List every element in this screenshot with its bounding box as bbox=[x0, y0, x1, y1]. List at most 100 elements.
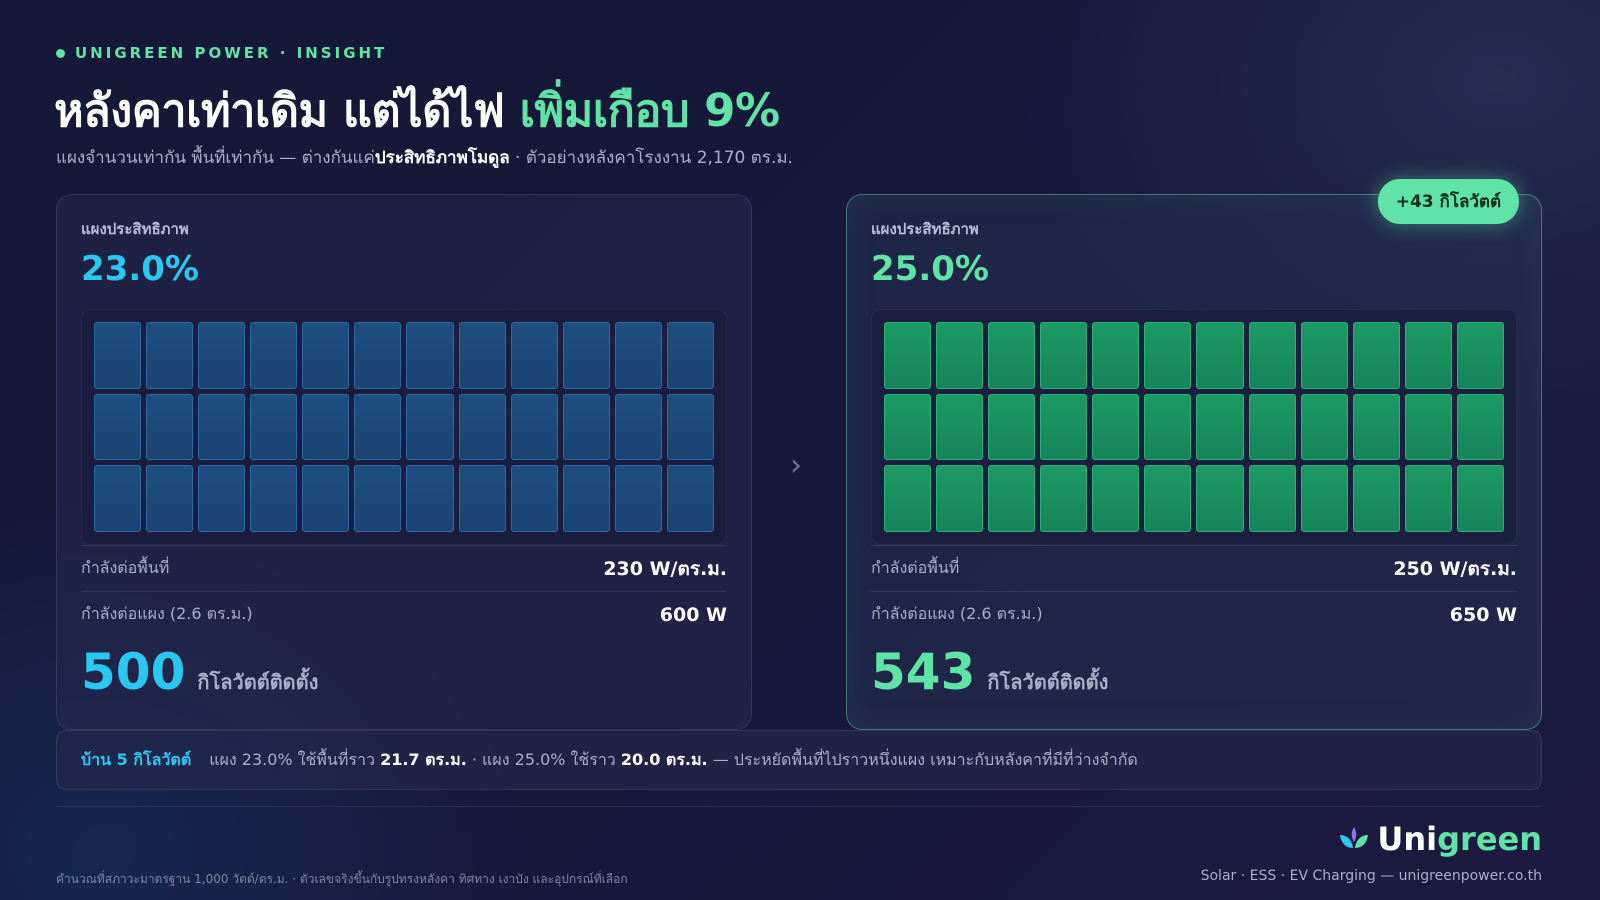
solar-panel-cell bbox=[1300, 465, 1348, 532]
divider bbox=[56, 806, 1542, 807]
solar-panel-cell bbox=[562, 393, 610, 461]
leaf-logo-icon bbox=[1340, 827, 1369, 848]
solar-panel-cell bbox=[1352, 322, 1400, 389]
solar-panel-grid bbox=[871, 309, 1517, 545]
note-part: — ประหยัดพื้นที่ไปราวหนึ่งแผง เหมาะกับหล… bbox=[707, 749, 1138, 769]
solar-panel-cell bbox=[1404, 393, 1452, 461]
solar-panel-cell bbox=[146, 322, 194, 389]
solar-panel-cell bbox=[1144, 322, 1192, 389]
solar-panel-cell bbox=[302, 465, 350, 532]
gain-badge: +43 กิโลวัตต์ bbox=[1377, 179, 1519, 224]
solar-panel-cell bbox=[94, 322, 142, 389]
solar-panel-cell bbox=[458, 465, 506, 532]
solar-panel-cell bbox=[884, 322, 932, 389]
solar-panel-cell bbox=[1040, 393, 1088, 461]
stat-key: กำลังต่อพื้นที่ bbox=[81, 558, 170, 577]
brand-name: Unigreen bbox=[1377, 820, 1542, 858]
total-unit: กิโลวัตต์ติดตั้ง bbox=[197, 670, 319, 694]
stat-row-power-per-area: กำลังต่อพื้นที่ 250 W/ตร.ม. bbox=[871, 545, 1517, 591]
stat-value: 230 W/ตร.ม. bbox=[603, 557, 727, 580]
solar-panel-cell bbox=[1248, 322, 1296, 389]
solar-panel-cell bbox=[146, 465, 194, 532]
card-label: แผงประสิทธิภาพ bbox=[871, 220, 979, 238]
card-efficiency-25: +43 กิโลวัตต์ แผงประสิทธิภาพ 25.0% กำลัง… bbox=[846, 179, 1542, 730]
solar-panel-cell bbox=[988, 465, 1036, 532]
stat-row-power-per-area: กำลังต่อพื้นที่ 230 W/ตร.ม. bbox=[81, 545, 727, 591]
solar-panel-cell bbox=[666, 322, 714, 389]
solar-panel-cell bbox=[884, 465, 932, 532]
solar-panel-cell bbox=[988, 322, 1036, 389]
solar-panel-cell bbox=[250, 322, 298, 389]
solar-panel-cell bbox=[1456, 322, 1504, 389]
stat-key: กำลังต่อพื้นที่ bbox=[871, 558, 960, 577]
note-text: แผง 23.0% ใช้พื้นที่ราว 21.7 ตร.ม. · แผง… bbox=[209, 748, 1138, 773]
solar-panel-cell bbox=[614, 322, 662, 389]
total-number: 543 bbox=[871, 643, 976, 701]
brand-logo: Unigreen bbox=[1337, 820, 1542, 858]
solar-panel-cell bbox=[1352, 465, 1400, 532]
solar-panel-cell bbox=[666, 465, 714, 532]
solar-panel-cell bbox=[614, 393, 662, 461]
card-efficiency-value: 25.0% bbox=[871, 249, 989, 289]
total-capacity: 500 กิโลวัตต์ติดตั้ง bbox=[81, 643, 727, 701]
solar-panel-cell bbox=[1196, 322, 1244, 389]
solar-panel-cell bbox=[1456, 465, 1504, 532]
note-bold: 21.7 ตร.ม. bbox=[380, 749, 467, 769]
solar-panel-cell bbox=[1040, 465, 1088, 532]
solar-panel-cell bbox=[1352, 393, 1400, 461]
stat-value: 650 W bbox=[1449, 603, 1517, 626]
solar-panel-cell bbox=[198, 393, 246, 461]
stat-row-power-per-panel: กำลังต่อแผง (2.6 ตร.ม.) 600 W bbox=[81, 591, 727, 637]
solar-panel-cell bbox=[1092, 393, 1140, 461]
solar-panel-cell bbox=[406, 322, 454, 389]
solar-panel-cell bbox=[1404, 322, 1452, 389]
solar-panel-cell bbox=[354, 465, 402, 532]
home-note-bar: บ้าน 5 กิโลวัตต์ แผง 23.0% ใช้พื้นที่ราว… bbox=[56, 730, 1542, 790]
solar-panel-cell bbox=[936, 393, 984, 461]
page-title: หลังคาเท่าเดิม แต่ได้ไฟ เพิ่มเกือบ 9% bbox=[54, 74, 780, 146]
solar-panel-cell bbox=[1456, 393, 1504, 461]
solar-panel-cell bbox=[250, 465, 298, 532]
solar-panel-cell bbox=[198, 322, 246, 389]
footnote: คำนวณที่สภาวะมาตรฐาน 1,000 วัตต์/ตร.ม. ·… bbox=[56, 872, 628, 886]
solar-panel-cell bbox=[988, 393, 1036, 461]
card-label: แผงประสิทธิภาพ bbox=[81, 220, 189, 238]
solar-panel-cell bbox=[1404, 465, 1452, 532]
solar-panel-cell bbox=[250, 393, 298, 461]
solar-panel-cell bbox=[458, 322, 506, 389]
eyebrow-dot-icon bbox=[56, 48, 65, 58]
solar-panel-cell bbox=[1092, 465, 1140, 532]
solar-panel-cell bbox=[406, 393, 454, 461]
solar-panel-cell bbox=[562, 322, 610, 389]
solar-panel-cell bbox=[1248, 465, 1296, 532]
total-unit: กิโลวัตต์ติดตั้ง bbox=[987, 670, 1109, 694]
note-bold: 20.0 ตร.ม. bbox=[620, 749, 708, 769]
solar-panel-cell bbox=[1196, 465, 1244, 532]
stat-row-power-per-panel: กำลังต่อแผง (2.6 ตร.ม.) 650 W bbox=[871, 591, 1517, 637]
solar-panel-cell bbox=[884, 393, 932, 461]
solar-panel-cell bbox=[614, 465, 662, 532]
solar-panel-cell bbox=[302, 322, 350, 389]
total-number: 500 bbox=[81, 643, 186, 701]
solar-panel-cell bbox=[936, 465, 984, 532]
solar-panel-grid bbox=[81, 309, 727, 545]
eyebrow-text: UNIGREEN POWER · INSIGHT bbox=[75, 44, 388, 62]
solar-panel-cell bbox=[354, 393, 402, 461]
headline-highlight: เพิ่มเกือบ 9% bbox=[519, 84, 781, 137]
subtitle: แผงจำนวนเท่ากัน พื้นที่เท่ากัน — ต่างกัน… bbox=[56, 144, 793, 171]
solar-panel-cell bbox=[1040, 322, 1088, 389]
solar-panel-cell bbox=[458, 393, 506, 461]
note-part: แผง 23.0% ใช้พื้นที่ราว bbox=[209, 749, 381, 769]
solar-panel-cell bbox=[1300, 322, 1348, 389]
solar-panel-cell bbox=[1144, 465, 1192, 532]
solar-panel-cell bbox=[1144, 393, 1192, 461]
solar-panel-cell bbox=[146, 393, 194, 461]
stat-value: 600 W bbox=[659, 603, 727, 626]
stat-key: กำลังต่อแผง (2.6 ตร.ม.) bbox=[871, 604, 1043, 623]
solar-panel-cell bbox=[666, 393, 714, 461]
subline-prefix: แผงจำนวนเท่ากัน พื้นที่เท่ากัน — ต่างกัน… bbox=[56, 148, 375, 168]
solar-panel-cell bbox=[94, 393, 142, 461]
stat-value: 250 W/ตร.ม. bbox=[1393, 557, 1517, 580]
solar-panel-cell bbox=[936, 322, 984, 389]
total-capacity: 543 กิโลวัตต์ติดตั้ง bbox=[871, 643, 1517, 701]
